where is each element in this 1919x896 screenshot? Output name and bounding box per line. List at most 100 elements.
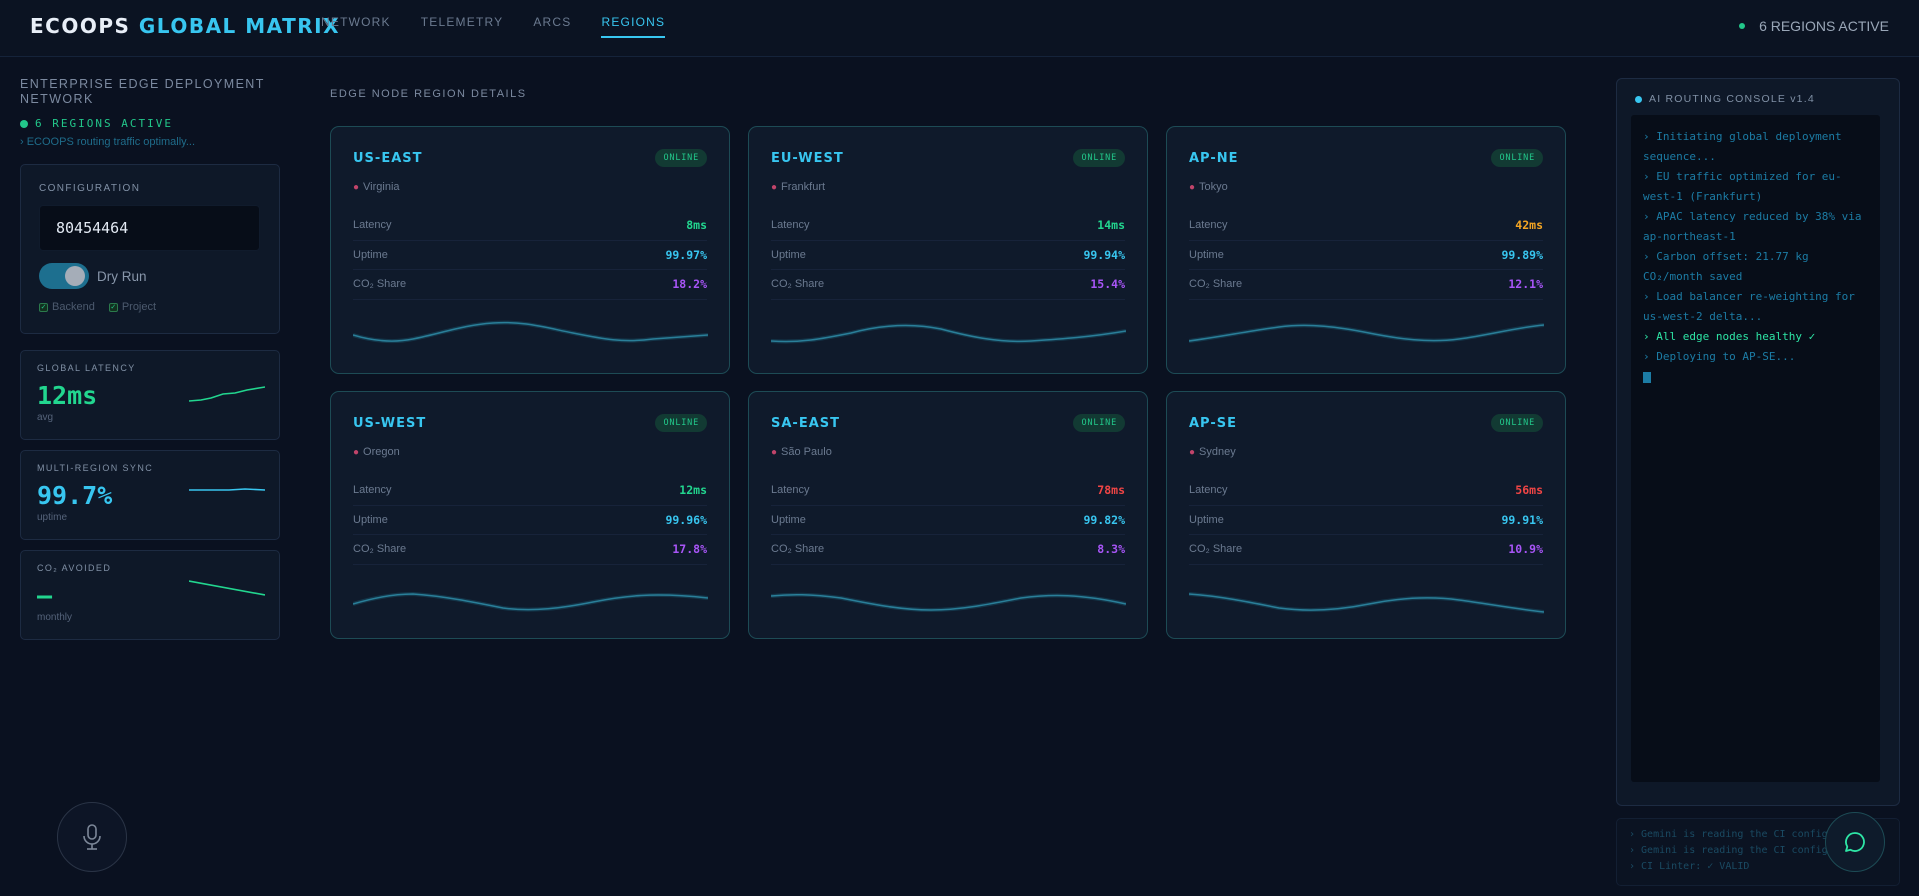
co2-label: CO₂ Share <box>771 278 825 291</box>
backend-label: Backend <box>52 301 95 313</box>
region-location: ● São Paulo <box>771 446 1125 458</box>
tab-arcs[interactable]: ARCS <box>533 15 572 29</box>
microphone-button[interactable] <box>57 802 127 872</box>
region-name: EU-WEST <box>771 150 844 166</box>
region-location: ● Frankfurt <box>771 181 1125 193</box>
region-traffic-sparkline <box>1189 323 1544 343</box>
co2-label: CO₂ Share <box>353 278 407 291</box>
uptime-label: Uptime <box>1189 513 1224 526</box>
region-card-sa-east[interactable]: SA-EAST ONLINE ● São Paulo Latency 78ms … <box>748 391 1148 639</box>
console-log-line: › EU traffic optimized for eu-west-1 (Fr… <box>1643 170 1842 203</box>
location-label: Frankfurt <box>781 181 826 193</box>
sidebar-message: › ECOOPS routing traffic optimally... <box>20 136 196 148</box>
metric-sub: monthly <box>37 612 73 623</box>
tab-network[interactable]: NETWORK <box>321 15 391 29</box>
checkbox-checked-icon: ✓ <box>108 302 118 312</box>
chat-bubble-icon <box>1845 832 1865 852</box>
co2-row: CO₂ Share 12.1% <box>1189 270 1543 300</box>
latency-value: 12ms <box>679 483 707 498</box>
location-pin-icon: ● <box>771 181 778 193</box>
region-card-us-east[interactable]: US-EAST ONLINE ● Virginia Latency 8ms Up… <box>330 126 730 374</box>
chat-button[interactable] <box>1825 812 1885 872</box>
uptime-value: 99.97% <box>665 247 707 262</box>
dry-run-toggle[interactable] <box>39 263 89 289</box>
sync-sparkline <box>189 488 265 491</box>
dry-run-label: Dry Run <box>97 268 147 284</box>
metric-label: MULTI-REGION SYNC <box>37 463 154 473</box>
project-label: Project <box>121 301 157 313</box>
metric-value: 99.7% <box>37 481 113 510</box>
co2-value: 18.2% <box>672 277 707 292</box>
left-sidebar: ENTERPRISE EDGE DEPLOYMENT NETWORK 6 REG… <box>20 77 280 640</box>
backend-checkbox[interactable]: ✓ Backend <box>39 301 95 313</box>
status-badge: ONLINE <box>655 149 707 167</box>
configuration-label: CONFIGURATION <box>39 183 141 194</box>
console-header: AI ROUTING CONSOLE v1.4 <box>1631 93 1885 105</box>
project-checkbox[interactable]: ✓ Project <box>108 301 157 313</box>
latency-value: 42ms <box>1515 218 1543 233</box>
config-id-input[interactable]: 80454464 <box>39 205 260 251</box>
dry-run-row: Dry Run <box>39 263 261 289</box>
uptime-row: Uptime 99.91% <box>1189 506 1543 535</box>
app-logo[interactable]: ECOOPS GLOBAL MATRIX <box>30 14 340 38</box>
region-traffic-sparkline <box>771 592 1126 613</box>
location-label: Virginia <box>363 181 400 193</box>
toggle-knob <box>65 266 85 286</box>
card-header: EU-WEST ONLINE <box>771 149 1125 167</box>
configuration-panel: CONFIGURATION 80454464 Dry Run ✓ Backend… <box>20 164 280 334</box>
region-name: SA-EAST <box>771 415 840 431</box>
ci-log-line: › CI Linter: ✓ VALID <box>1629 861 1750 872</box>
region-card-ap-se[interactable]: AP-SE ONLINE ● Sydney Latency 56ms Uptim… <box>1166 391 1566 639</box>
location-pin-icon: ● <box>771 446 778 458</box>
co2-value: 8.3% <box>1097 542 1125 557</box>
latency-row: Latency 14ms <box>771 211 1125 241</box>
ci-log-line: › Gemini is reading the CI config... <box>1629 829 1846 840</box>
region-card-ap-ne[interactable]: AP-NE ONLINE ● Tokyo Latency 42ms Uptime… <box>1166 126 1566 374</box>
console-log-line: › APAC latency reduced by 38% via ap-nor… <box>1643 210 1862 243</box>
co2-row: CO₂ Share 8.3% <box>771 535 1125 565</box>
latency-label: Latency <box>771 219 810 232</box>
latency-value: 14ms <box>1097 218 1125 233</box>
region-stats: Latency 14ms Uptime 99.94% CO₂ Share 15.… <box>771 211 1125 300</box>
co2-sparkline <box>189 580 265 596</box>
latency-value: 56ms <box>1515 483 1543 498</box>
metric-sub: avg <box>37 412 54 423</box>
co2-value: 15.4% <box>1090 277 1125 292</box>
status-dot-icon <box>1739 23 1746 29</box>
latency-label: Latency <box>771 484 810 497</box>
regions-status-text: 6 REGIONS ACTIVE <box>1759 18 1889 34</box>
region-card-eu-west[interactable]: EU-WEST ONLINE ● Frankfurt Latency 14ms … <box>748 126 1148 374</box>
brand-accent: GLOBAL MATRIX <box>138 14 340 38</box>
uptime-row: Uptime 99.94% <box>771 241 1125 270</box>
latency-value: 8ms <box>686 218 707 233</box>
region-card-us-west[interactable]: US-WEST ONLINE ● Oregon Latency 12ms Upt… <box>330 391 730 639</box>
tab-regions[interactable]: REGIONS <box>601 15 666 38</box>
status-badge: ONLINE <box>1073 414 1125 432</box>
sidebar-active-text: 6 REGIONS ACTIVE <box>35 117 173 130</box>
co2-label: CO₂ Share <box>1189 543 1243 556</box>
co2-value: 10.9% <box>1508 542 1543 557</box>
ci-log-line: › Gemini is reading the CI config... <box>1629 845 1846 856</box>
region-stats: Latency 12ms Uptime 99.96% CO₂ Share 17.… <box>353 476 707 565</box>
co2-row: CO₂ Share 15.4% <box>771 270 1125 300</box>
location-pin-icon: ● <box>353 181 360 193</box>
status-badge: ONLINE <box>1491 149 1543 167</box>
console-log-line: › All edge nodes healthy ✓ <box>1643 330 1816 343</box>
latency-sparkline <box>189 386 265 402</box>
co2-row: CO₂ Share 17.8% <box>353 535 707 565</box>
latency-row: Latency 56ms <box>1189 476 1543 506</box>
console-cursor <box>1643 372 1651 383</box>
latency-value: 78ms <box>1097 483 1125 498</box>
location-label: Oregon <box>363 446 400 458</box>
tab-telemetry[interactable]: TELEMETRY <box>420 15 504 29</box>
region-traffic-sparkline <box>353 320 708 344</box>
region-location: ● Oregon <box>353 446 707 458</box>
uptime-row: Uptime 99.96% <box>353 506 707 535</box>
co2-row: CO₂ Share 10.9% <box>1189 535 1543 565</box>
co2-value: 17.8% <box>672 542 707 557</box>
uptime-value: 99.94% <box>1083 247 1125 262</box>
console-body[interactable]: › Initiating global deployment sequence.… <box>1631 115 1880 782</box>
uptime-value: 99.91% <box>1501 512 1543 527</box>
region-location: ● Virginia <box>353 181 707 193</box>
latency-label: Latency <box>353 484 392 497</box>
